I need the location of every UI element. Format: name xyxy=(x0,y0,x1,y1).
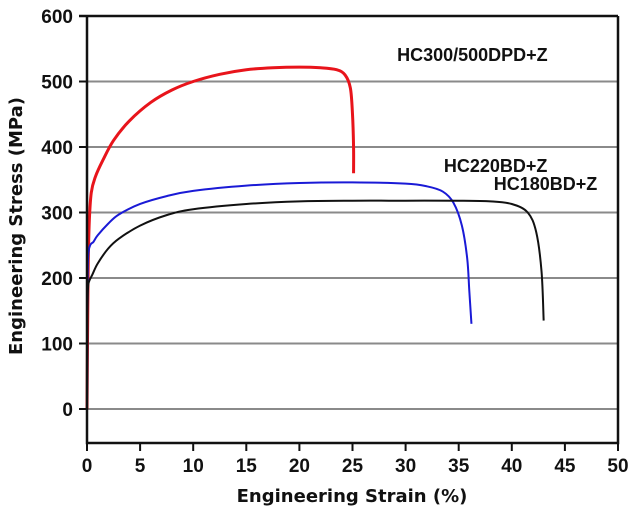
x-tick-label: 40 xyxy=(501,456,522,477)
y-axis-ticks: 0 100 200 300 400 500 600 xyxy=(41,7,87,421)
x-axis-title: Engineering Strain (%) xyxy=(237,486,468,507)
y-tick-label: 200 xyxy=(41,269,73,290)
x-tick-label: 10 xyxy=(183,456,204,477)
y-tick-label: 500 xyxy=(41,73,73,94)
y-tick-label: 100 xyxy=(41,335,73,356)
x-tick-label: 30 xyxy=(395,456,416,477)
series-line xyxy=(85,65,356,410)
data-series xyxy=(85,65,545,410)
series-label: HC300/500DPD+Z xyxy=(397,45,548,65)
series-label: HC220BD+Z xyxy=(444,156,548,176)
y-axis-title: Engineering Stress (MPa) xyxy=(6,97,27,355)
y-tick-label: 0 xyxy=(62,400,73,421)
series-line xyxy=(86,181,473,410)
x-tick-label: 50 xyxy=(607,456,628,477)
x-tick-label: 20 xyxy=(289,456,310,477)
x-tick-label: 25 xyxy=(342,456,364,477)
x-tick-label: 15 xyxy=(236,456,258,477)
x-tick-label: 45 xyxy=(554,456,576,477)
x-axis-ticks: 0 5 10 15 20 25 30 35 40 45 50 xyxy=(82,443,629,477)
y-tick-label: 300 xyxy=(41,204,73,225)
y-tick-label: 600 xyxy=(41,7,73,28)
x-tick-label: 0 xyxy=(82,456,93,477)
x-tick-label: 5 xyxy=(135,456,146,477)
axes-frame xyxy=(85,16,620,445)
series-label: HC180BD+Z xyxy=(494,174,598,194)
y-tick-label: 400 xyxy=(41,138,73,159)
x-tick-label: 35 xyxy=(448,456,470,477)
series-line xyxy=(86,199,545,410)
